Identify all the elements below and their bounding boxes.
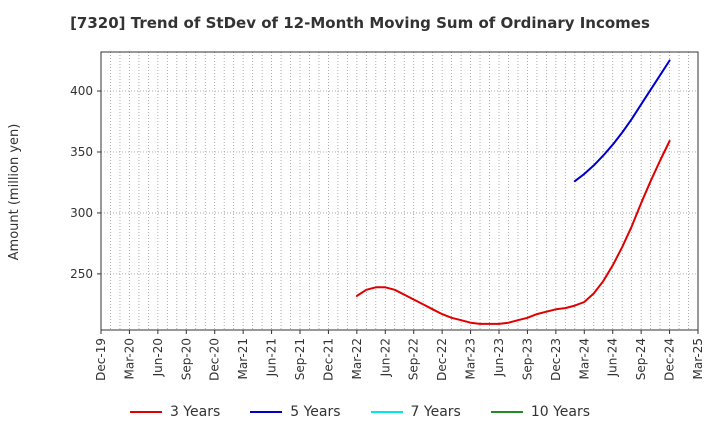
grid-lines xyxy=(100,52,699,330)
series-lines xyxy=(355,59,671,325)
legend-item: 10 Years xyxy=(490,404,591,420)
legend-item: 7 Years xyxy=(370,404,461,420)
y-tick-label: 400 xyxy=(70,84,93,98)
legend-item: 3 Years xyxy=(129,404,221,420)
x-tick-label: Sep-21 xyxy=(293,338,307,380)
series-line-5-years xyxy=(573,59,671,183)
x-tick-label: Jun-23 xyxy=(492,338,506,377)
plot-frame xyxy=(100,51,699,331)
x-tick-label: Jun-20 xyxy=(151,338,165,377)
series-line-3-years xyxy=(355,140,671,325)
x-tick-label: Mar-22 xyxy=(350,338,364,379)
legend-item: 5 Years xyxy=(250,404,341,420)
legend-label: 3 Years xyxy=(169,404,221,420)
x-tick-label: Sep-22 xyxy=(407,338,421,380)
legend-label: 5 Years xyxy=(290,404,341,420)
y-tick-label: 300 xyxy=(70,206,93,220)
legend-label: 7 Years xyxy=(410,404,461,420)
y-tick-label: 350 xyxy=(70,145,93,159)
axes xyxy=(100,51,699,331)
tick-labels: 250 300 350 400 Dec-19 Mar-20 Jun-20 Sep-20 Dec-… xyxy=(70,84,705,381)
x-tick-label: Dec-23 xyxy=(549,338,563,381)
x-tick-label: Mar-23 xyxy=(464,338,478,379)
y-tick-label: 250 xyxy=(70,267,93,281)
x-tick-label: Jun-24 xyxy=(606,338,620,377)
x-tick-label: Sep-23 xyxy=(520,338,534,380)
x-tick-label: Dec-20 xyxy=(208,338,222,381)
chart-title: [7320] Trend of StDev of 12-Month Moving… xyxy=(70,14,650,32)
x-tick-label: Jun-21 xyxy=(265,338,279,377)
x-tick-label: Dec-19 xyxy=(94,338,108,381)
x-tick-label: Mar-25 xyxy=(691,338,705,379)
x-tick-label: Dec-22 xyxy=(435,338,449,381)
y-axis-label: Amount (million yen) xyxy=(7,124,22,261)
legend-swatch xyxy=(490,411,523,413)
x-tick-label: Sep-20 xyxy=(179,338,193,380)
legend: 3 Years 5 Years 7 Years 10 Years xyxy=(0,404,720,420)
legend-label: 10 Years xyxy=(530,404,591,420)
x-tick-label: Mar-20 xyxy=(122,338,136,379)
x-tick-label: Mar-24 xyxy=(577,338,591,379)
legend-swatch xyxy=(250,411,283,413)
x-tick-label: Mar-21 xyxy=(236,338,250,379)
x-tick-label: Sep-24 xyxy=(634,338,648,380)
x-tick-label: Dec-24 xyxy=(663,338,677,381)
legend-swatch xyxy=(129,411,162,413)
x-tick-label: Jun-22 xyxy=(378,338,392,377)
x-tick-label: Dec-21 xyxy=(321,338,335,381)
legend-swatch xyxy=(370,411,403,413)
